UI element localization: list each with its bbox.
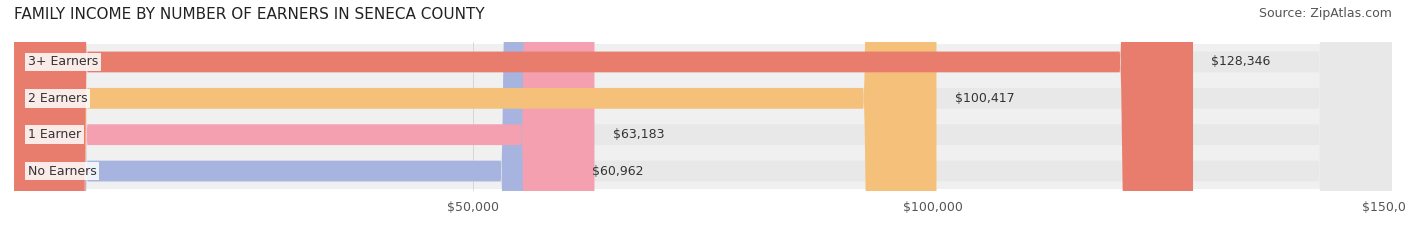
Text: $63,183: $63,183	[613, 128, 664, 141]
FancyBboxPatch shape	[14, 0, 936, 233]
Bar	[14, 44, 1392, 80]
FancyBboxPatch shape	[14, 0, 1392, 233]
Text: Source: ZipAtlas.com: Source: ZipAtlas.com	[1258, 7, 1392, 20]
Text: $128,346: $128,346	[1212, 55, 1271, 69]
Text: $100,417: $100,417	[955, 92, 1015, 105]
Text: No Earners: No Earners	[28, 164, 97, 178]
FancyBboxPatch shape	[14, 0, 574, 233]
Text: 2 Earners: 2 Earners	[28, 92, 87, 105]
Bar	[14, 80, 1392, 116]
Text: 1 Earner: 1 Earner	[28, 128, 82, 141]
Text: $60,962: $60,962	[592, 164, 644, 178]
Bar	[14, 116, 1392, 153]
Bar	[14, 153, 1392, 189]
Text: FAMILY INCOME BY NUMBER OF EARNERS IN SENECA COUNTY: FAMILY INCOME BY NUMBER OF EARNERS IN SE…	[14, 7, 485, 22]
FancyBboxPatch shape	[14, 0, 1392, 233]
FancyBboxPatch shape	[14, 0, 595, 233]
FancyBboxPatch shape	[14, 0, 1392, 233]
Text: 3+ Earners: 3+ Earners	[28, 55, 98, 69]
FancyBboxPatch shape	[14, 0, 1194, 233]
FancyBboxPatch shape	[14, 0, 1392, 233]
